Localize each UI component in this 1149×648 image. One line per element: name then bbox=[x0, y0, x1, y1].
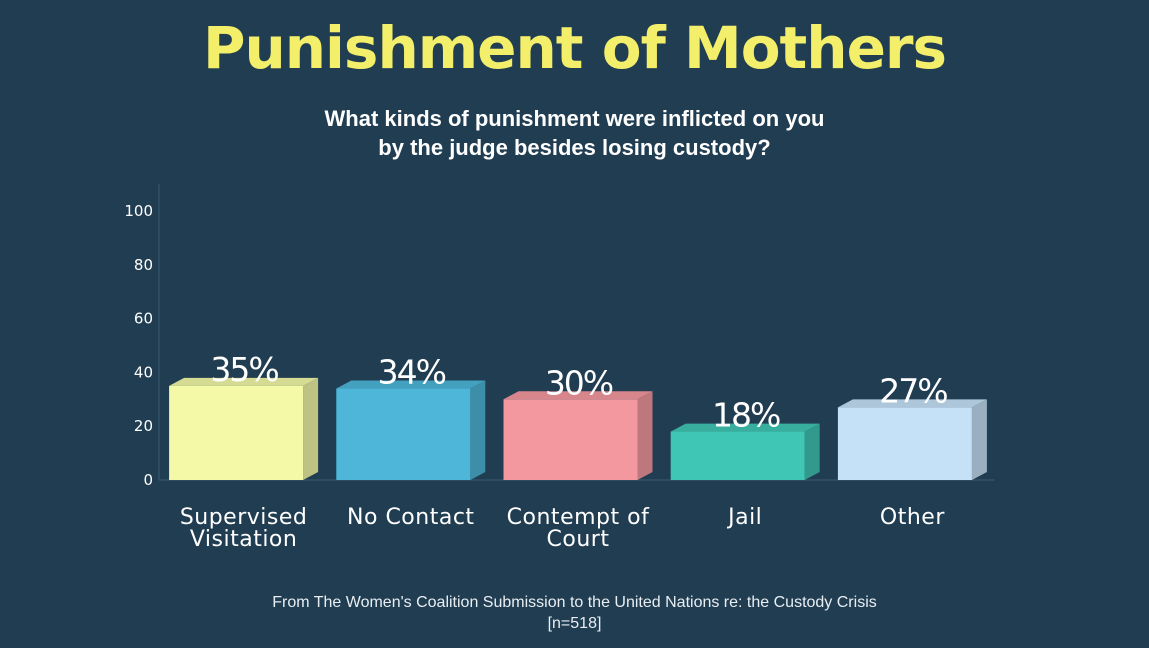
source-note: From The Women's Coalition Submission to… bbox=[0, 592, 1149, 634]
x-category-label: Court bbox=[547, 527, 610, 552]
bar-value-label: 27% bbox=[879, 371, 947, 410]
chart-title: Punishment of Mothers bbox=[202, 14, 947, 82]
bar-top bbox=[670, 423, 820, 432]
sample-size: [n=518] bbox=[547, 615, 602, 632]
subtitle-line-1: What kinds of punishment were inflicted … bbox=[324, 106, 825, 131]
bar-top bbox=[169, 377, 319, 386]
y-tick-label: 0 bbox=[143, 471, 153, 489]
x-category-label: Jail bbox=[726, 505, 762, 530]
x-category-label: Contempt of bbox=[507, 505, 650, 530]
bar-side bbox=[470, 380, 486, 480]
x-category-label: No Contact bbox=[347, 505, 475, 530]
bar-side bbox=[971, 399, 987, 480]
y-tick-label: 20 bbox=[134, 417, 153, 435]
x-category-label: Other bbox=[880, 505, 945, 530]
bar bbox=[336, 388, 471, 480]
bar bbox=[837, 407, 972, 480]
bar bbox=[169, 385, 304, 480]
y-tick-label: 60 bbox=[134, 310, 153, 328]
bar-value-label: 34% bbox=[378, 353, 446, 392]
bar bbox=[670, 431, 805, 480]
bar-side bbox=[804, 423, 820, 480]
subtitle-line-2: by the judge besides losing custody? bbox=[378, 135, 771, 160]
source-line: From The Women's Coalition Submission to… bbox=[272, 594, 877, 611]
bar-side bbox=[303, 377, 319, 480]
x-category-label: Visitation bbox=[190, 527, 298, 552]
y-tick-label: 40 bbox=[134, 363, 153, 381]
bar-value-label: 30% bbox=[545, 363, 613, 402]
y-tick-label: 80 bbox=[134, 256, 153, 274]
bar-top bbox=[336, 380, 486, 389]
y-tick-label: 100 bbox=[124, 202, 153, 220]
x-category-label: Supervised bbox=[180, 505, 308, 530]
bar bbox=[503, 399, 638, 480]
bar-top bbox=[837, 399, 987, 408]
bar-top bbox=[503, 391, 653, 400]
bar-value-label: 35% bbox=[210, 350, 278, 389]
bar-value-label: 18% bbox=[712, 396, 780, 435]
bar-side bbox=[637, 391, 653, 480]
chart-subtitle: What kinds of punishment were inflicted … bbox=[0, 104, 1149, 162]
